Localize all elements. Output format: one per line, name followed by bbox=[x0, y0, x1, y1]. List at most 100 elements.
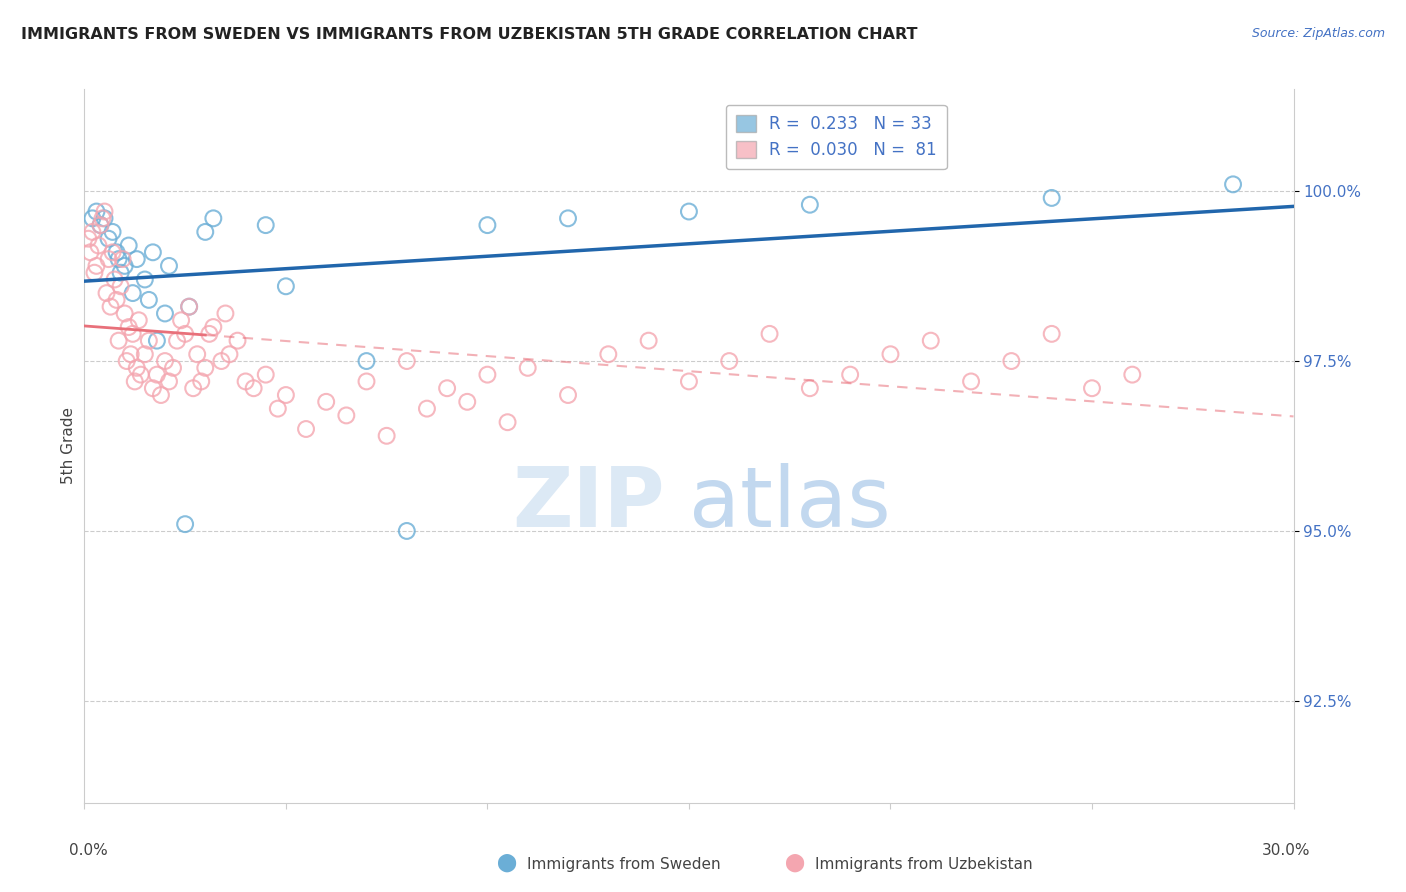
Point bbox=[395, 524, 418, 538]
Point bbox=[138, 293, 160, 307]
Point bbox=[274, 279, 297, 293]
Point bbox=[105, 245, 128, 260]
Point bbox=[202, 211, 225, 226]
Point bbox=[146, 334, 169, 348]
Point bbox=[125, 360, 148, 375]
Point bbox=[93, 211, 115, 226]
Point bbox=[235, 375, 257, 389]
Point bbox=[496, 415, 519, 429]
Point bbox=[202, 320, 225, 334]
Point bbox=[86, 259, 108, 273]
Text: 30.0%: 30.0% bbox=[1263, 843, 1310, 858]
Point bbox=[416, 401, 439, 416]
Point bbox=[186, 347, 208, 361]
Point bbox=[101, 225, 124, 239]
Point bbox=[209, 354, 232, 368]
Point bbox=[107, 334, 129, 348]
Point bbox=[121, 286, 143, 301]
Point bbox=[960, 375, 983, 389]
Point bbox=[799, 198, 821, 212]
Point bbox=[82, 211, 104, 226]
Point bbox=[174, 326, 197, 341]
Point bbox=[82, 225, 104, 239]
Point bbox=[157, 375, 180, 389]
Text: 0.0%: 0.0% bbox=[69, 843, 108, 858]
Legend: R =  0.233   N = 33, R =  0.030   N =  81: R = 0.233 N = 33, R = 0.030 N = 81 bbox=[725, 104, 946, 169]
Point bbox=[142, 245, 165, 260]
Point bbox=[121, 326, 143, 341]
Point bbox=[758, 326, 780, 341]
Point bbox=[637, 334, 659, 348]
Point bbox=[214, 306, 236, 320]
Point bbox=[142, 381, 165, 395]
Point bbox=[181, 381, 204, 395]
Text: Immigrants from Sweden: Immigrants from Sweden bbox=[527, 857, 721, 872]
Point bbox=[138, 334, 160, 348]
Point bbox=[97, 232, 120, 246]
Point bbox=[174, 517, 197, 532]
Text: ⬤: ⬤ bbox=[785, 854, 804, 872]
Point bbox=[274, 388, 297, 402]
Point bbox=[149, 388, 172, 402]
Point bbox=[100, 300, 122, 314]
Point bbox=[114, 259, 136, 273]
Point bbox=[104, 272, 127, 286]
Point bbox=[557, 388, 579, 402]
Text: ⬤: ⬤ bbox=[496, 854, 516, 872]
Text: ZIP: ZIP bbox=[512, 463, 665, 543]
Text: atlas: atlas bbox=[689, 463, 890, 543]
Point bbox=[105, 293, 128, 307]
Text: Immigrants from Uzbekistan: Immigrants from Uzbekistan bbox=[815, 857, 1033, 872]
Point bbox=[129, 368, 152, 382]
Text: IMMIGRANTS FROM SWEDEN VS IMMIGRANTS FROM UZBEKISTAN 5TH GRADE CORRELATION CHART: IMMIGRANTS FROM SWEDEN VS IMMIGRANTS FRO… bbox=[21, 27, 918, 42]
Point bbox=[678, 204, 700, 219]
Point bbox=[799, 381, 821, 395]
Point bbox=[77, 232, 100, 246]
Point bbox=[107, 252, 129, 266]
Point bbox=[179, 300, 201, 314]
Point bbox=[153, 354, 176, 368]
Point bbox=[110, 266, 132, 280]
Point bbox=[111, 252, 134, 266]
Point bbox=[456, 394, 478, 409]
Point bbox=[1121, 368, 1143, 382]
Point bbox=[516, 360, 538, 375]
Point bbox=[1040, 326, 1063, 341]
Point bbox=[295, 422, 318, 436]
Point bbox=[124, 375, 146, 389]
Point bbox=[162, 360, 184, 375]
Point bbox=[120, 347, 142, 361]
Point bbox=[375, 429, 398, 443]
Point bbox=[179, 300, 201, 314]
Point bbox=[839, 368, 862, 382]
Point bbox=[678, 375, 700, 389]
Point bbox=[190, 375, 212, 389]
Point bbox=[356, 354, 378, 368]
Point bbox=[91, 211, 114, 226]
Point bbox=[267, 401, 290, 416]
Point bbox=[96, 286, 118, 301]
Point bbox=[335, 409, 357, 423]
Point bbox=[557, 211, 579, 226]
Point bbox=[118, 238, 141, 252]
Point bbox=[110, 279, 132, 293]
Point bbox=[170, 313, 193, 327]
Point bbox=[89, 218, 111, 232]
Point bbox=[477, 218, 499, 232]
Point bbox=[115, 354, 138, 368]
Point bbox=[436, 381, 458, 395]
Point bbox=[153, 306, 176, 320]
Point bbox=[879, 347, 901, 361]
Point bbox=[166, 334, 188, 348]
Point bbox=[146, 368, 169, 382]
Point bbox=[356, 375, 378, 389]
Point bbox=[114, 306, 136, 320]
Point bbox=[477, 368, 499, 382]
Point bbox=[194, 225, 217, 239]
Y-axis label: 5th Grade: 5th Grade bbox=[60, 408, 76, 484]
Point bbox=[125, 252, 148, 266]
Text: Source: ZipAtlas.com: Source: ZipAtlas.com bbox=[1251, 27, 1385, 40]
Point bbox=[89, 218, 111, 232]
Point bbox=[218, 347, 240, 361]
Point bbox=[1040, 191, 1063, 205]
